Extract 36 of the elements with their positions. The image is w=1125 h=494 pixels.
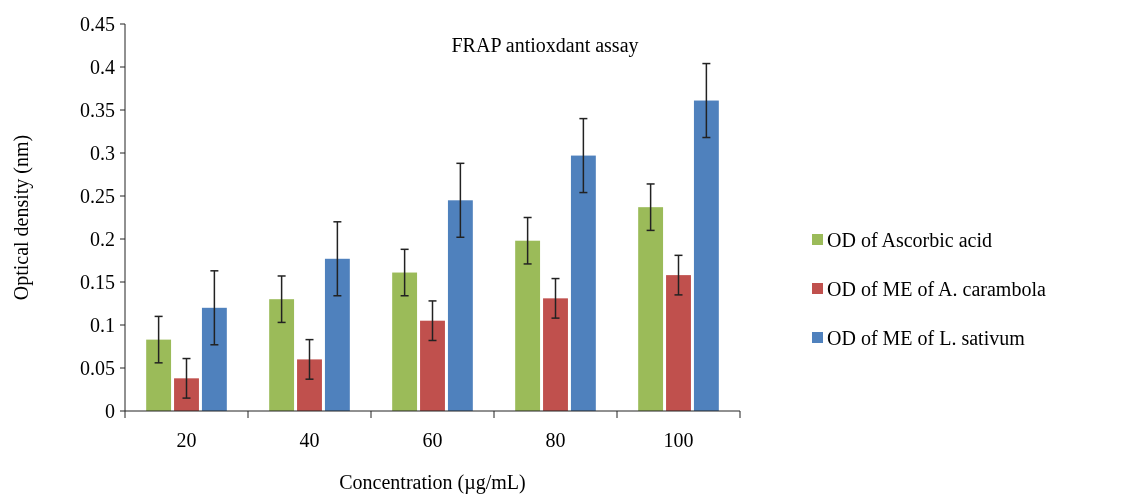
bar <box>515 240 541 411</box>
legend-label: OD of Ascorbic acid <box>827 229 992 251</box>
legend-label: OD of ME of L. sativum <box>827 327 1026 349</box>
y-tick-label: 0 <box>105 400 115 422</box>
legend-label: OD of ME of A. carambola <box>827 278 1046 300</box>
bar <box>269 299 295 411</box>
bar <box>297 359 322 411</box>
x-tick-label: 40 <box>299 429 320 451</box>
y-tick-label: 0.35 <box>80 99 115 121</box>
y-tick-label: 0.45 <box>80 13 115 35</box>
bar <box>543 298 568 411</box>
bar <box>174 378 199 411</box>
text: FRAP antioxdant assay <box>451 34 639 57</box>
bar <box>447 200 473 411</box>
y-tick-label: 0.15 <box>80 271 115 293</box>
y-tick-label: 0.05 <box>80 357 115 379</box>
bar <box>693 100 719 411</box>
x-tick-label: 60 <box>422 429 443 451</box>
y-tick-label: 0.25 <box>80 185 115 207</box>
y-axis-title: Optical density (nm) <box>10 134 33 301</box>
bar <box>570 155 596 411</box>
x-tick-label: 80 <box>545 429 566 451</box>
x-tick-label: 20 <box>176 429 197 451</box>
bar <box>638 207 664 411</box>
bar <box>392 272 418 411</box>
y-tick-label: 0.4 <box>90 56 115 78</box>
x-axis-title: Concentration (µg/mL) <box>339 471 526 494</box>
y-tick-label: 0.2 <box>90 228 115 250</box>
x-tick-label: 100 <box>663 429 694 451</box>
bar <box>666 275 691 411</box>
bar <box>420 320 445 411</box>
bar <box>146 339 172 411</box>
bar <box>324 258 350 411</box>
y-tick-label: 0.3 <box>90 142 115 164</box>
bar <box>201 307 227 411</box>
y-tick-label: 0.1 <box>90 314 115 336</box>
